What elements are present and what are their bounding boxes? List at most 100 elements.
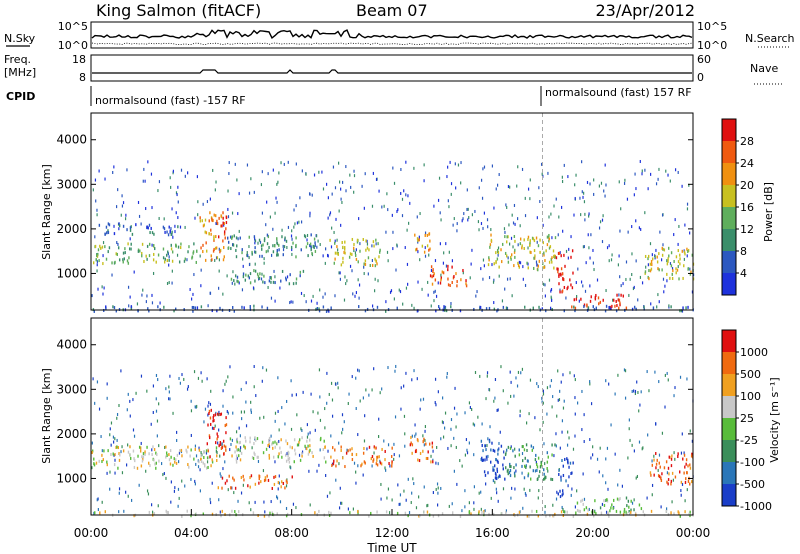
noise-cell (422, 434, 424, 438)
echo-cell (222, 221, 224, 225)
echo-cell (442, 271, 445, 275)
echo-cell (659, 476, 662, 480)
echo-cell (439, 281, 442, 285)
noise-cell (674, 386, 676, 390)
noise-cell (447, 446, 449, 450)
echo-cell (372, 458, 375, 462)
echo-cell (643, 307, 645, 311)
echo-cell (545, 475, 547, 479)
echo-cell (625, 306, 628, 310)
echo-cell (598, 302, 600, 306)
echo-cell (661, 253, 664, 257)
echo-cell (521, 445, 524, 449)
noise-cell (189, 287, 191, 291)
echo-cell (286, 481, 288, 485)
echo-cell (223, 255, 225, 259)
echo-cell (531, 236, 534, 240)
noise-cell (666, 471, 669, 475)
echo-cell (595, 512, 597, 516)
echo-cell (295, 236, 297, 240)
noise-cell (562, 229, 564, 233)
echo-cell (376, 305, 379, 309)
colorbar-swatch (722, 273, 736, 295)
noise-cell (334, 239, 336, 243)
echo-cell (225, 445, 227, 449)
echo-cell (171, 250, 174, 254)
noise-cell (505, 203, 507, 207)
nsearch-tick-top: 10^5 (697, 20, 727, 33)
noise-cell (466, 451, 469, 455)
echo-cell (567, 461, 569, 465)
echo-cell (340, 263, 343, 267)
noise-cell (118, 510, 120, 514)
echo-cell (432, 270, 434, 274)
noise-cell (136, 302, 139, 306)
echo-cell (222, 258, 225, 262)
noise-cell (290, 379, 292, 383)
noise-cell (689, 231, 691, 235)
echo-cell (230, 486, 232, 490)
echo-cell (580, 499, 582, 503)
noise-cell (391, 213, 393, 217)
noise-cell (437, 281, 439, 285)
noise-cell (221, 442, 223, 446)
noise-cell (538, 489, 540, 493)
echo-cell (497, 452, 499, 456)
noise-cell (507, 185, 510, 189)
colorbar-tick-label: 1000 (740, 346, 768, 359)
echo-cell (127, 261, 130, 265)
noise-cell (184, 484, 186, 488)
echo-cell (498, 265, 500, 269)
echo-cell (347, 449, 349, 453)
echo-cell (206, 466, 208, 470)
noise-cell (683, 451, 685, 455)
echo-cell (684, 510, 686, 514)
echo-cell (353, 242, 355, 246)
colorbar-swatch (722, 330, 736, 352)
noise-cell (560, 205, 563, 209)
freq-tick-bottom: 8 (79, 71, 86, 84)
noise-cell (322, 187, 325, 191)
echo-cell (623, 510, 625, 514)
y-tick-label: 2000 (56, 427, 87, 441)
echo-cell (243, 478, 245, 482)
noise-cell (691, 290, 694, 294)
echo-cell (236, 279, 238, 283)
noise-cell (555, 444, 557, 448)
echo-cell (569, 461, 572, 465)
noise-cell (419, 407, 421, 411)
echo-cell (133, 465, 136, 469)
echo-cell (234, 510, 236, 514)
echo-cell (688, 512, 691, 516)
echo-cell (245, 439, 247, 443)
echo-cell (559, 489, 561, 493)
noise-cell (656, 305, 658, 309)
echo-cell (418, 238, 420, 242)
echo-cell (253, 235, 256, 239)
echo-cell (355, 453, 358, 457)
noise-cell (467, 207, 469, 211)
echo-cell (329, 238, 331, 242)
echo-cell (426, 510, 429, 514)
noise-cell (556, 490, 558, 494)
noise-cell (364, 414, 366, 418)
noise-cell (393, 297, 395, 301)
noise-cell (445, 264, 448, 268)
noise-cell (301, 429, 303, 433)
echo-cell (310, 233, 312, 237)
noise-cell (371, 388, 373, 392)
noise-cell (170, 480, 172, 484)
noise-cell (488, 388, 491, 392)
echo-cell (524, 305, 526, 309)
echo-cell (531, 448, 534, 452)
echo-cell (241, 251, 243, 255)
echo-cell (101, 453, 103, 457)
echo-cell (509, 474, 512, 478)
echo-cell (533, 256, 535, 260)
noise-cell (689, 267, 691, 271)
echo-cell (456, 280, 458, 284)
echo-cell (332, 462, 335, 466)
noise-cell (171, 207, 173, 211)
echo-cell (651, 263, 653, 267)
